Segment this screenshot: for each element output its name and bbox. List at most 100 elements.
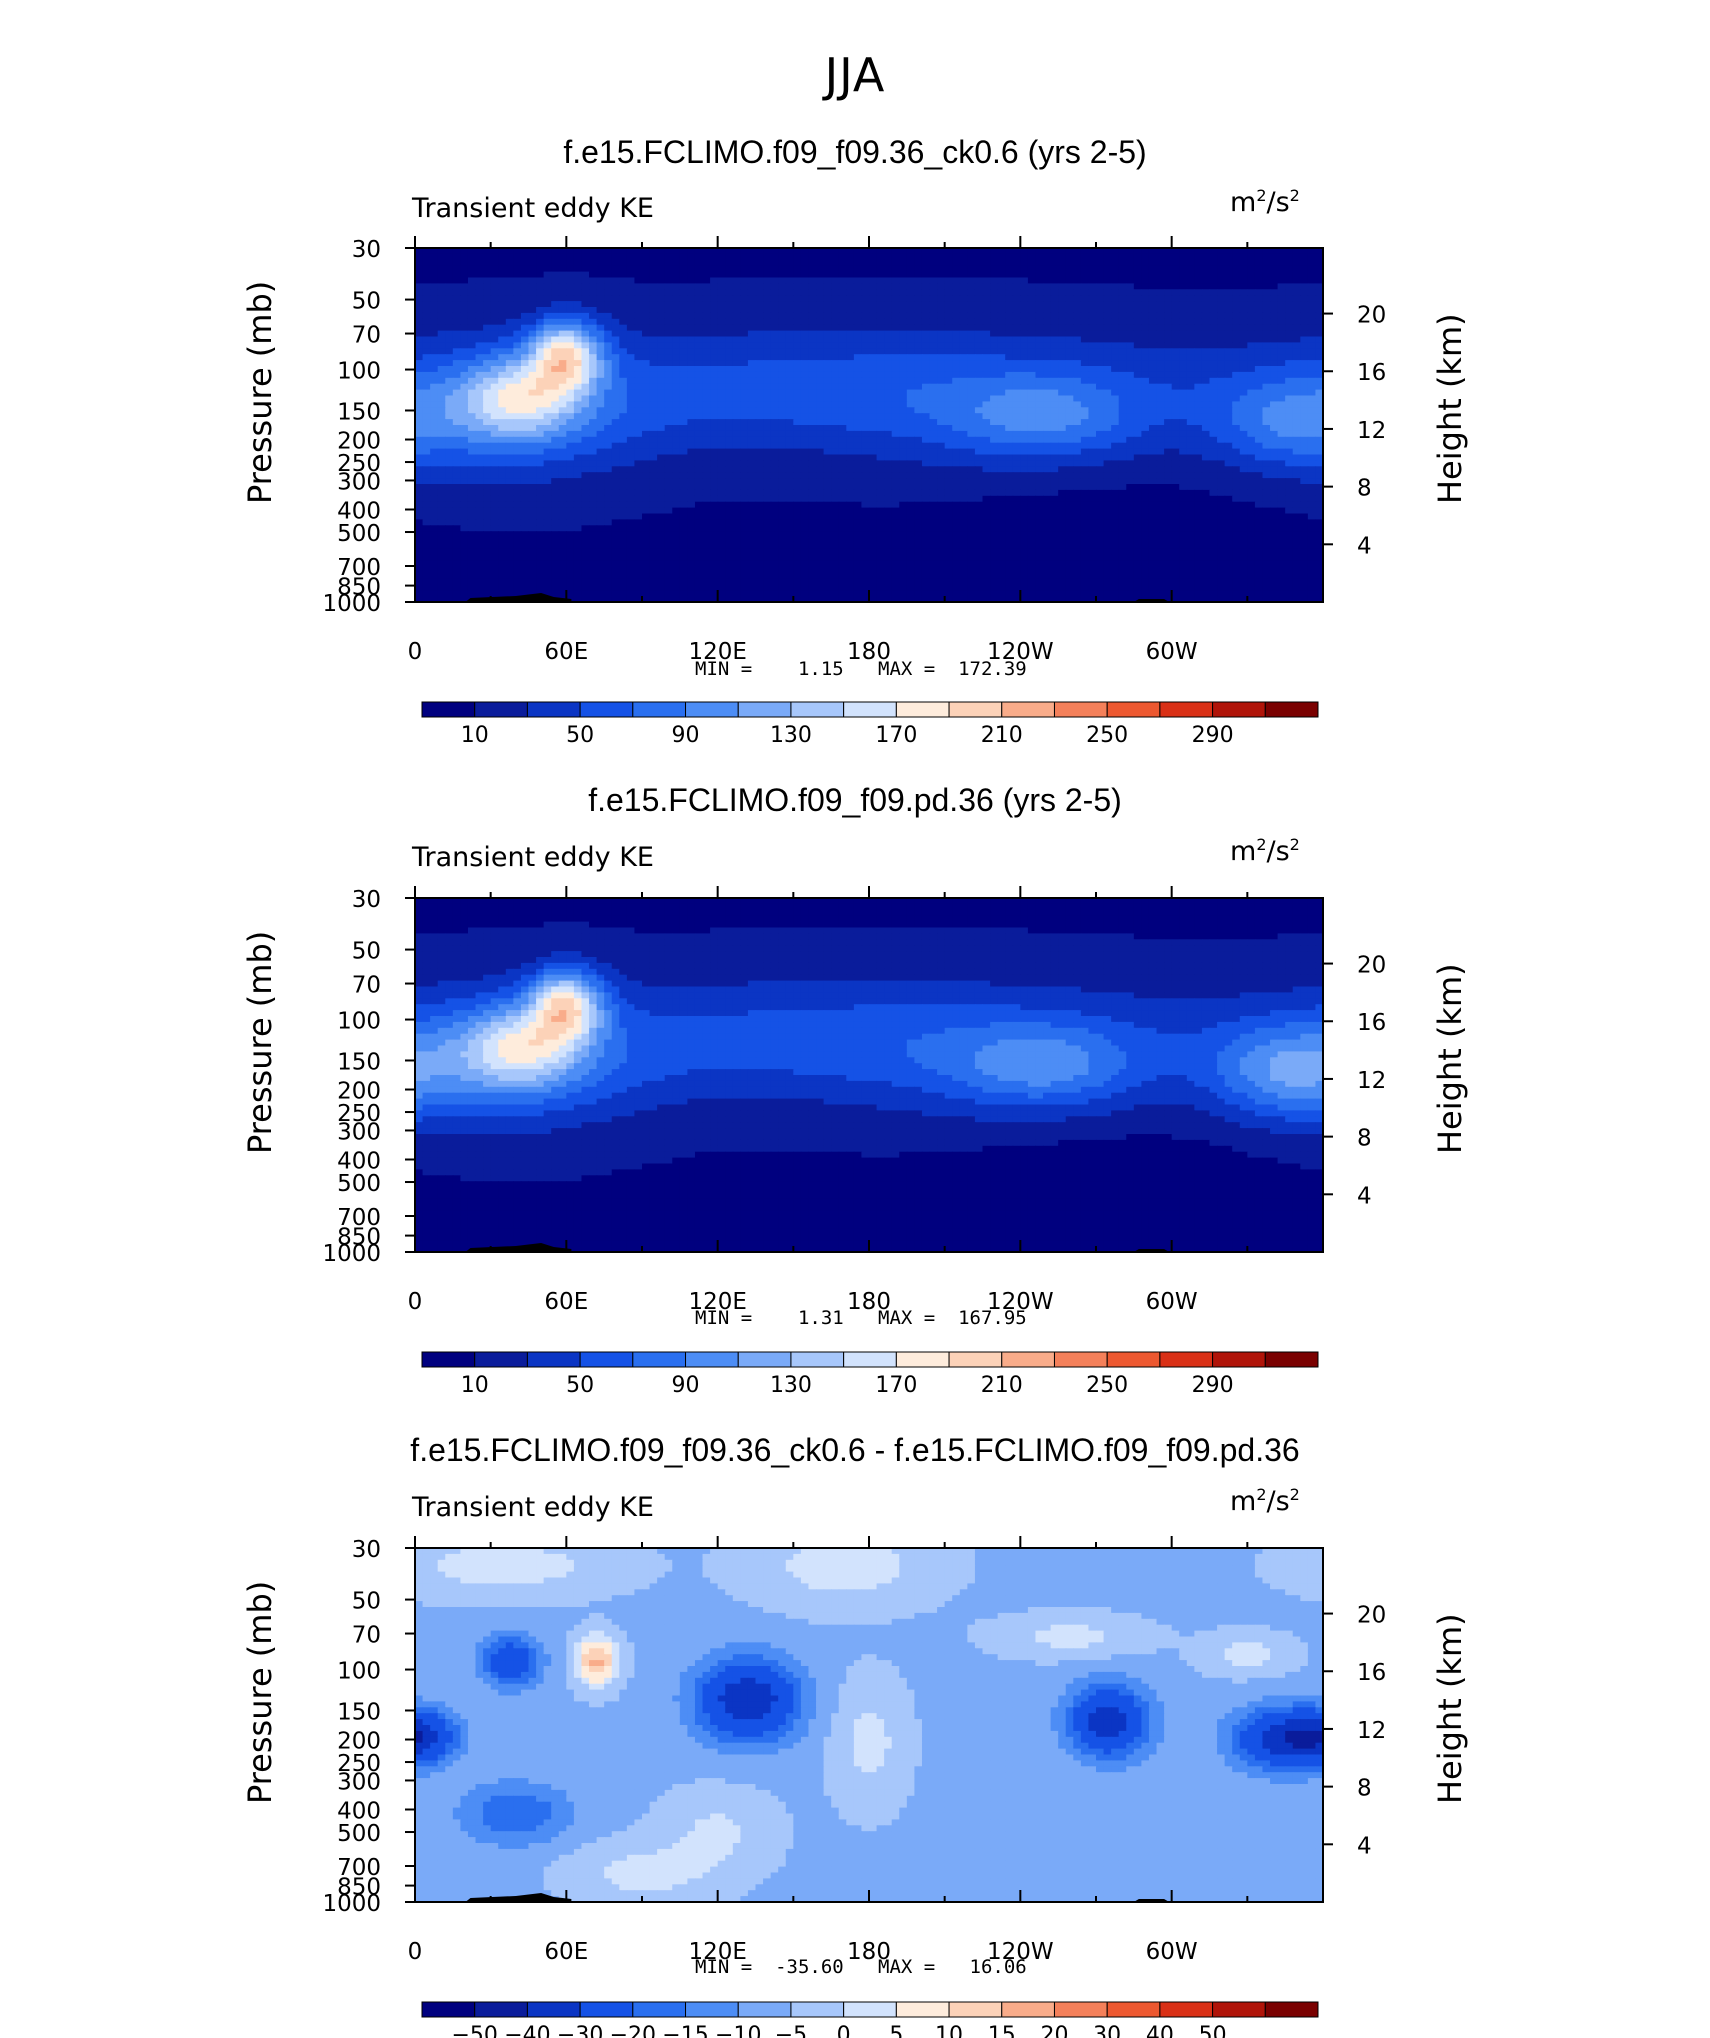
contour-cell — [914, 283, 923, 290]
contour-cell — [490, 360, 499, 367]
contour-cell — [513, 460, 522, 467]
contour-cell — [589, 330, 598, 338]
contour-cell — [1285, 289, 1294, 296]
contour-cell — [498, 354, 507, 361]
contour-cell — [800, 342, 810, 349]
contour-cell — [505, 466, 514, 473]
contour-cell — [869, 442, 878, 450]
contour-cell — [1224, 248, 1233, 255]
contour-cell — [1012, 283, 1021, 290]
contour-cell — [573, 448, 583, 456]
contour-cell — [929, 324, 938, 332]
contour-cell — [1262, 360, 1271, 367]
contour-cell — [1020, 354, 1029, 361]
contour-cell — [937, 472, 946, 479]
contour-cell — [982, 312, 991, 320]
contour-cell — [1300, 395, 1309, 402]
contour-cell — [687, 419, 696, 426]
contour-cell — [475, 348, 484, 355]
contour-cell — [657, 484, 666, 491]
contour-cell — [1027, 307, 1037, 314]
contour-cell — [937, 289, 946, 296]
contour-cell — [869, 277, 878, 284]
contour-cell — [1209, 259, 1218, 267]
contour-cell — [853, 413, 863, 420]
contour-cell — [1043, 460, 1052, 467]
contour-cell — [997, 460, 1006, 467]
contour-cell — [1232, 354, 1241, 361]
contour-cell — [505, 425, 514, 432]
contour-cell — [589, 348, 598, 355]
contour-cell — [1133, 448, 1142, 456]
contour-cell — [869, 430, 878, 438]
contour-cell — [1277, 395, 1286, 402]
contour-cell — [800, 248, 810, 255]
contour-cell — [664, 466, 673, 473]
contour-cell — [846, 413, 855, 420]
contour-cell — [770, 330, 779, 338]
contour-cell — [1194, 425, 1203, 432]
contour-cell — [1133, 371, 1142, 379]
contour-cell — [437, 395, 446, 402]
contour-cell — [906, 413, 915, 420]
contour-cell — [990, 430, 999, 438]
contour-cell — [528, 301, 537, 308]
contour-cell — [1307, 472, 1317, 479]
contour-cell — [505, 265, 514, 273]
contour-cell — [430, 460, 439, 467]
contour-cell — [1239, 395, 1248, 402]
contour-cell — [1088, 425, 1097, 432]
contour-cell — [687, 489, 696, 497]
contour-cell — [475, 271, 484, 279]
contour-cell — [1043, 348, 1052, 355]
contour-cell — [611, 259, 620, 267]
contour-cell — [1209, 401, 1218, 408]
contour-cell — [1118, 248, 1127, 255]
contour-cell — [1027, 419, 1037, 426]
contour-cell — [808, 436, 817, 444]
contour-cell — [1224, 253, 1233, 261]
contour-cell — [1118, 377, 1127, 385]
contour-cell — [778, 419, 787, 426]
contour-cell — [452, 259, 461, 267]
contour-cell — [1224, 377, 1233, 385]
contour-cell — [634, 312, 643, 320]
panel-subtitle: Transient eddy KE — [412, 842, 654, 873]
contour-cell — [452, 478, 461, 485]
contour-cell — [1035, 401, 1044, 408]
contour-cell — [763, 460, 772, 467]
contour-cell — [702, 442, 711, 450]
contour-cell — [982, 277, 991, 284]
contour-cell — [921, 307, 931, 314]
contour-cell — [430, 389, 439, 397]
contour-cell — [694, 442, 704, 450]
contour-cell — [959, 265, 968, 273]
contour-cell — [1201, 460, 1211, 467]
contour-cell — [740, 259, 749, 267]
contour-cell — [430, 419, 439, 426]
contour-cell — [1133, 442, 1142, 450]
contour-cell — [891, 460, 900, 467]
contour-cell — [959, 248, 968, 255]
contour-cell — [914, 395, 923, 402]
contour-cell — [921, 430, 931, 438]
contour-cell — [415, 295, 424, 302]
contour-cell — [551, 330, 560, 338]
contour-cell — [732, 430, 741, 438]
contour-cell — [604, 301, 613, 308]
contour-cell — [505, 354, 514, 361]
contour-cell — [793, 366, 802, 373]
contour-cell — [649, 301, 658, 308]
contour-cell — [1307, 312, 1317, 320]
contour-cell — [513, 413, 522, 420]
contour-cell — [838, 318, 847, 326]
contour-cell — [694, 253, 704, 261]
contour-cell — [755, 301, 764, 308]
contour-cell — [573, 312, 583, 320]
contour-cell — [1005, 454, 1014, 461]
contour-cell — [974, 377, 984, 385]
contour-cell — [566, 366, 575, 373]
contour-cell — [906, 436, 915, 444]
contour-cell — [483, 436, 492, 444]
contour-cell — [1065, 484, 1074, 491]
